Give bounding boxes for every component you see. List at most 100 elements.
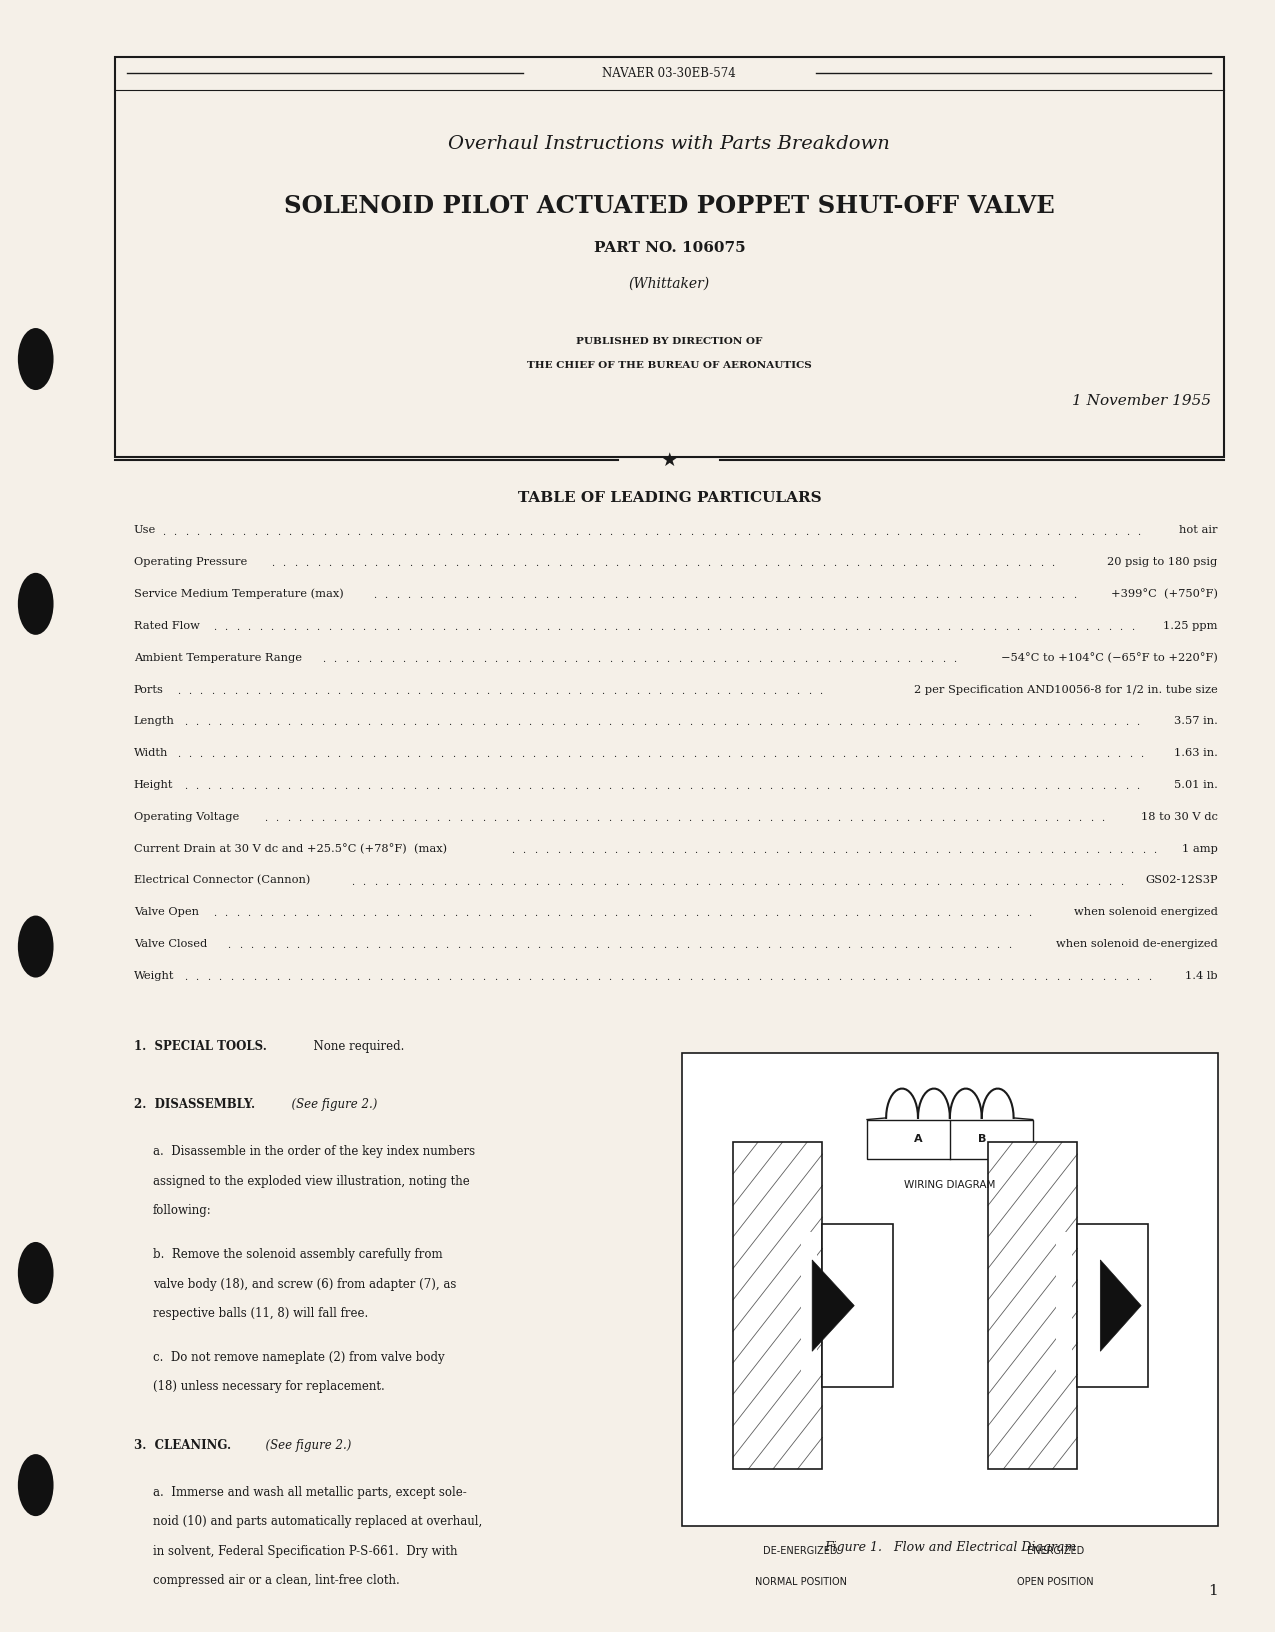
Text: .: .: [534, 623, 537, 632]
Text: .: .: [344, 782, 348, 792]
Text: .: .: [787, 909, 789, 919]
Text: .: .: [323, 527, 326, 537]
Text: .: .: [569, 845, 571, 855]
Text: .: .: [638, 623, 640, 632]
Text: .: .: [621, 654, 623, 664]
Text: valve body (18), and screw (6) from adapter (7), as: valve body (18), and screw (6) from adap…: [153, 1278, 456, 1291]
Text: Valve Closed: Valve Closed: [134, 938, 207, 950]
Text: .: .: [199, 751, 203, 759]
Text: .: .: [975, 814, 978, 823]
Text: .: .: [1006, 560, 1009, 568]
Text: .: .: [523, 623, 525, 632]
Polygon shape: [812, 1260, 854, 1351]
Text: .: .: [534, 878, 538, 886]
Text: .: .: [259, 909, 261, 919]
Text: .: .: [946, 751, 949, 759]
Text: .: .: [1052, 560, 1054, 568]
Text: .: .: [889, 751, 891, 759]
Text: .: .: [867, 878, 871, 886]
Text: .: .: [975, 718, 979, 728]
Text: .: .: [390, 782, 394, 792]
Text: .: .: [678, 654, 681, 664]
Text: compressed air or a clean, lint-free cloth.: compressed air or a clean, lint-free clo…: [153, 1575, 400, 1588]
Text: .: .: [523, 909, 525, 919]
Text: .: .: [732, 942, 736, 950]
Text: .: .: [975, 973, 979, 982]
Text: .: .: [857, 560, 859, 568]
Text: .: .: [977, 527, 980, 537]
Text: .: .: [964, 782, 968, 792]
Text: .: .: [579, 591, 583, 601]
Text: .: .: [321, 814, 324, 823]
Text: .: .: [270, 623, 273, 632]
Text: .: .: [667, 654, 669, 664]
Text: .: .: [671, 591, 674, 601]
Text: .: .: [241, 782, 245, 792]
Text: .: .: [631, 814, 634, 823]
Text: .: .: [793, 527, 797, 537]
Text: .: .: [1074, 845, 1076, 855]
Text: .: .: [518, 527, 521, 537]
Text: .: .: [690, 654, 692, 664]
Text: .: .: [1079, 782, 1082, 792]
Text: .: .: [872, 718, 876, 728]
Text: ★: ★: [660, 450, 678, 470]
Text: .: .: [362, 623, 365, 632]
Text: 3.  CLEANING.: 3. CLEANING.: [134, 1439, 231, 1452]
Text: .: .: [677, 718, 681, 728]
Text: .: .: [936, 878, 940, 886]
Text: .: .: [890, 623, 892, 632]
Text: .: .: [261, 942, 265, 950]
Text: .: .: [477, 623, 479, 632]
Text: .: .: [878, 878, 882, 886]
Text: .: .: [284, 942, 288, 950]
Text: .: .: [272, 560, 274, 568]
Text: .: .: [467, 560, 469, 568]
Text: .: .: [895, 782, 899, 792]
Text: .: .: [1044, 814, 1047, 823]
Text: .: .: [273, 942, 277, 950]
Text: .: .: [844, 909, 847, 919]
Text: .: .: [736, 527, 740, 537]
Text: .: .: [913, 845, 915, 855]
Text: .: .: [873, 527, 877, 537]
Text: .: .: [705, 751, 708, 759]
Text: .: .: [970, 623, 973, 632]
Text: .: .: [436, 973, 440, 982]
Text: .: .: [482, 814, 484, 823]
Text: .: .: [649, 623, 652, 632]
Text: .: .: [1126, 527, 1130, 537]
Text: .: .: [775, 623, 778, 632]
Text: .: .: [815, 718, 819, 728]
Text: .: .: [774, 687, 776, 695]
Text: .: .: [487, 687, 490, 695]
Text: .: .: [395, 591, 399, 601]
Text: .: .: [185, 527, 189, 537]
Text: .: .: [1108, 878, 1112, 886]
Text: .: .: [315, 751, 317, 759]
Text: a.  Disassemble in the order of the key index numbers: a. Disassemble in the order of the key i…: [153, 1146, 476, 1159]
Text: .: .: [751, 687, 754, 695]
Text: .: .: [626, 845, 629, 855]
Text: ENERGIZED: ENERGIZED: [1028, 1546, 1084, 1555]
Text: .: .: [448, 718, 451, 728]
Text: .: .: [425, 718, 428, 728]
Text: .: .: [740, 687, 742, 695]
Text: .: .: [372, 751, 375, 759]
Text: .: .: [706, 878, 710, 886]
Text: .: .: [479, 942, 483, 950]
Text: .: .: [769, 782, 773, 792]
Text: .: .: [1085, 878, 1089, 886]
Text: .: .: [569, 623, 571, 632]
Text: .: .: [626, 878, 630, 886]
Text: .: .: [236, 623, 238, 632]
Text: .: .: [569, 878, 572, 886]
Text: .: .: [701, 527, 705, 537]
Text: .: .: [717, 751, 719, 759]
Bar: [988, 1142, 1077, 1469]
Text: .: .: [546, 623, 548, 632]
Text: .: .: [269, 751, 272, 759]
Text: .: .: [603, 845, 606, 855]
Text: .: .: [941, 973, 945, 982]
Text: .: .: [340, 560, 343, 568]
